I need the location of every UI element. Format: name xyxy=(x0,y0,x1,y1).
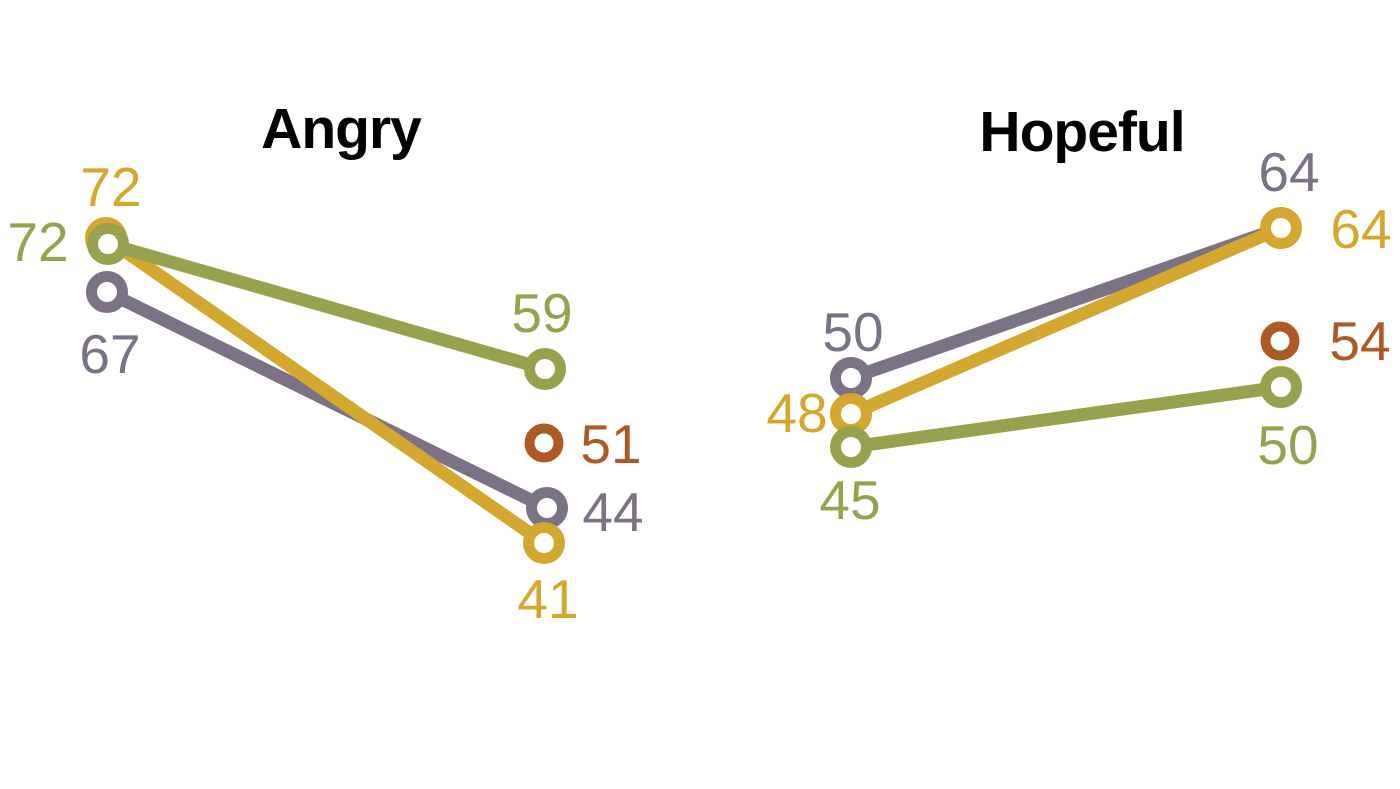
hopeful-olive-series-end-dot xyxy=(1260,366,1302,408)
angry-rust-marker-dot xyxy=(524,423,564,463)
hopeful-rust-marker-value-label: 54 xyxy=(1329,310,1390,372)
hopeful-gold-series-start-dot xyxy=(830,393,872,435)
hopeful-rust-marker-dot xyxy=(1260,321,1300,361)
angry-purple-series-end-dot xyxy=(526,487,568,529)
hopeful-gold-series-end-value-label: 64 xyxy=(1330,198,1391,260)
angry-olive-series-start-dot xyxy=(87,223,129,265)
angry-olive-series-line xyxy=(106,237,547,376)
hopeful-purple-series-end-value-label: 64 xyxy=(1258,141,1319,203)
angry-olive-series-start-value-label: 72 xyxy=(7,211,68,273)
angry-gold-series-start-value-label: 72 xyxy=(80,156,141,218)
chart-title-hopeful: Hopeful xyxy=(979,100,1184,164)
angry-purple-series-line xyxy=(104,286,550,514)
angry-rust-marker-value-label: 51 xyxy=(580,413,641,475)
hopeful-olive-series-start-dot xyxy=(830,426,872,468)
hopeful-olive-series-end-value-label: 50 xyxy=(1257,414,1318,476)
angry-gold-series-line xyxy=(102,232,548,549)
hopeful-gold-series-start-value-label: 48 xyxy=(766,382,827,444)
hopeful-olive-series-start-value-label: 45 xyxy=(819,469,880,531)
angry-gold-series-end-value-label: 41 xyxy=(517,568,578,630)
hopeful-purple-series-start-dot xyxy=(830,357,872,399)
angry-olive-series-end-dot xyxy=(524,348,566,390)
hopeful-gold-series-end-dot xyxy=(1260,207,1302,249)
hopeful-olive-series-line xyxy=(850,380,1282,454)
hopeful-purple-series-start-value-label: 50 xyxy=(822,301,883,363)
chart-title-angry: Angry xyxy=(261,97,422,161)
angry-purple-series-start-dot xyxy=(86,271,128,313)
hopeful-gold-series-line xyxy=(848,222,1284,420)
angry-purple-series-start-value-label: 67 xyxy=(79,323,140,385)
angry-gold-series-end-dot xyxy=(523,522,565,564)
angry-purple-series-end-value-label: 44 xyxy=(582,481,643,543)
angry-olive-series-end-value-label: 59 xyxy=(511,282,572,344)
